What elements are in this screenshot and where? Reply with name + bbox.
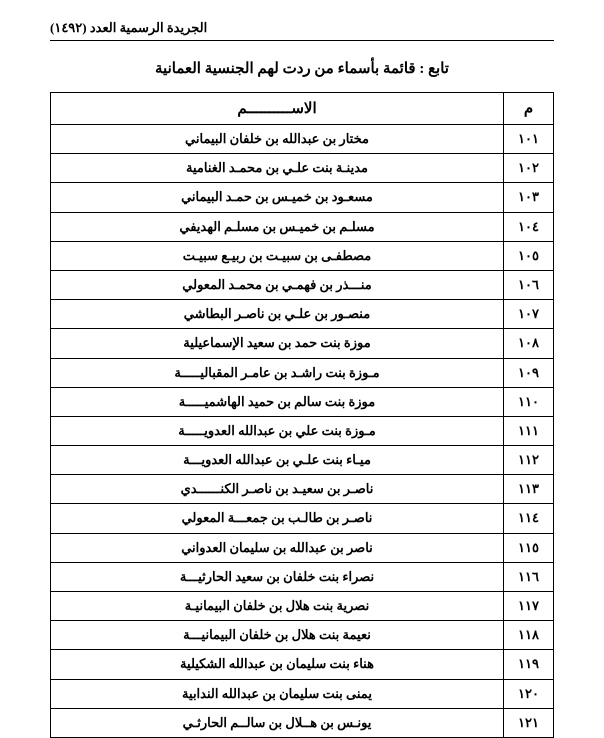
row-number: ١٠٧: [504, 300, 554, 329]
table-row: ١٠٤مسلـم بن خميـس بن مسلـم الهديفي: [51, 212, 554, 241]
table-row: ١٠٥مصطفـى بن سبيـت بن ربيـع سبيـت: [51, 241, 554, 270]
row-number: ١٠٣: [504, 183, 554, 212]
row-number: ١٢١: [504, 708, 554, 737]
col-header-num: م: [504, 93, 554, 125]
row-number: ١١٩: [504, 650, 554, 679]
row-name: نصرية بنت هلال بن خلفان البيمانيـة: [51, 592, 504, 621]
row-name: نعيمة بنت هلال بن خلفان البيمانيـــة: [51, 621, 504, 650]
table-row: ١٠٩مـوزة بنت راشـد بن عامـر المقباليــــ…: [51, 358, 554, 387]
table-row: ١١٦نصراء بنت خلفان بن سعيد الحارثيـــة: [51, 562, 554, 591]
row-number: ١١٧: [504, 592, 554, 621]
row-name: ناصـر بن طالـب بن جمعـــة المعولي: [51, 504, 504, 533]
row-name: مختار بن عبدالله بن خلفان البيماني: [51, 125, 504, 154]
table-header-row: م الاســــــــــم: [51, 93, 554, 125]
row-name: ناصر بن عبدالله بن سليمان العدواني: [51, 533, 504, 562]
table-row: ١٢٠يمنى بنت سليمان بن عبدالله الندابية: [51, 679, 554, 708]
row-name: مسلـم بن خميـس بن مسلـم الهديفي: [51, 212, 504, 241]
row-number: ١١٤: [504, 504, 554, 533]
table-row: ١٢١يونـس بن هــلال بن سالــم الحارثـي: [51, 708, 554, 737]
row-name: مـوزة بنت علي بن عبدالله العدويـــــة: [51, 416, 504, 445]
header-bar: الجريدة الرسمية العدد (١٤٩٢): [50, 20, 554, 41]
row-name: مصطفـى بن سبيـت بن ربيـع سبيـت: [51, 241, 504, 270]
row-number: ١١٥: [504, 533, 554, 562]
table-row: ١١٨نعيمة بنت هلال بن خلفان البيمانيـــة: [51, 621, 554, 650]
row-number: ١٢٠: [504, 679, 554, 708]
row-number: ١٠٥: [504, 241, 554, 270]
table-row: ١١٢ميـاء بنت علـي بن عبدالله العدويـــة: [51, 446, 554, 475]
row-name: يمنى بنت سليمان بن عبدالله الندابية: [51, 679, 504, 708]
col-header-name: الاســــــــــم: [51, 93, 504, 125]
table-row: ١٠٣مسعـود بن خميـس بن حمـد البيماني: [51, 183, 554, 212]
row-number: ١٠٢: [504, 154, 554, 183]
page-title: تابع : قائمة بأسماء من ردت لهم الجنسية ا…: [50, 59, 554, 78]
row-name: يونـس بن هــلال بن سالــم الحارثـي: [51, 708, 504, 737]
row-number: ١١٣: [504, 475, 554, 504]
row-number: ١٠٤: [504, 212, 554, 241]
table-row: ١٠٨موزة بنت حمد بن سعيد الإسماعيلية: [51, 329, 554, 358]
row-name: نصراء بنت خلفان بن سعيد الحارثيـــة: [51, 562, 504, 591]
row-number: ١١٨: [504, 621, 554, 650]
row-number: ١١٠: [504, 387, 554, 416]
table-row: ١٠١مختار بن عبدالله بن خلفان البيماني: [51, 125, 554, 154]
row-name: منصـور بن علـي بن ناصـر البطاشي: [51, 300, 504, 329]
table-row: ١٠٢مدينـة بنت علـي بن محمـد الغنامية: [51, 154, 554, 183]
table-row: ١١٧نصرية بنت هلال بن خلفان البيمانيـة: [51, 592, 554, 621]
table-row: ١١٩هناء بنت سليمان بن عبدالله الشكيلية: [51, 650, 554, 679]
table-row: ١١٠موزة بنت سالم بن حميد الهاشميـــــة: [51, 387, 554, 416]
row-name: مسعـود بن خميـس بن حمـد البيماني: [51, 183, 504, 212]
row-name: هناء بنت سليمان بن عبدالله الشكيلية: [51, 650, 504, 679]
row-number: ١٠٦: [504, 270, 554, 299]
table-row: ١١٥ناصر بن عبدالله بن سليمان العدواني: [51, 533, 554, 562]
row-name: موزة بنت سالم بن حميد الهاشميـــــة: [51, 387, 504, 416]
table-row: ١٠٧منصـور بن علـي بن ناصـر البطاشي: [51, 300, 554, 329]
header-text: الجريدة الرسمية العدد (١٤٩٢): [50, 20, 554, 36]
row-name: موزة بنت حمد بن سعيد الإسماعيلية: [51, 329, 504, 358]
row-number: ١١٢: [504, 446, 554, 475]
row-name: ميـاء بنت علـي بن عبدالله العدويـــة: [51, 446, 504, 475]
table-row: ١٠٦منـــذر بن فهمـي بن محمـد المعولي: [51, 270, 554, 299]
row-number: ١١٦: [504, 562, 554, 591]
row-name: منـــذر بن فهمـي بن محمـد المعولي: [51, 270, 504, 299]
row-number: ١٠١: [504, 125, 554, 154]
table-row: ١١٣ناصـر بن سعيـد بن ناصـر الكنــــــدي: [51, 475, 554, 504]
row-name: مدينـة بنت علـي بن محمـد الغنامية: [51, 154, 504, 183]
row-number: ١٠٨: [504, 329, 554, 358]
names-table: م الاســــــــــم ١٠١مختار بن عبدالله بن…: [50, 92, 554, 738]
row-number: ١١١: [504, 416, 554, 445]
table-row: ١١٤ناصـر بن طالـب بن جمعـــة المعولي: [51, 504, 554, 533]
row-number: ١٠٩: [504, 358, 554, 387]
row-name: مـوزة بنت راشـد بن عامـر المقباليـــــة: [51, 358, 504, 387]
row-name: ناصـر بن سعيـد بن ناصـر الكنــــــدي: [51, 475, 504, 504]
table-row: ١١١مـوزة بنت علي بن عبدالله العدويـــــة: [51, 416, 554, 445]
